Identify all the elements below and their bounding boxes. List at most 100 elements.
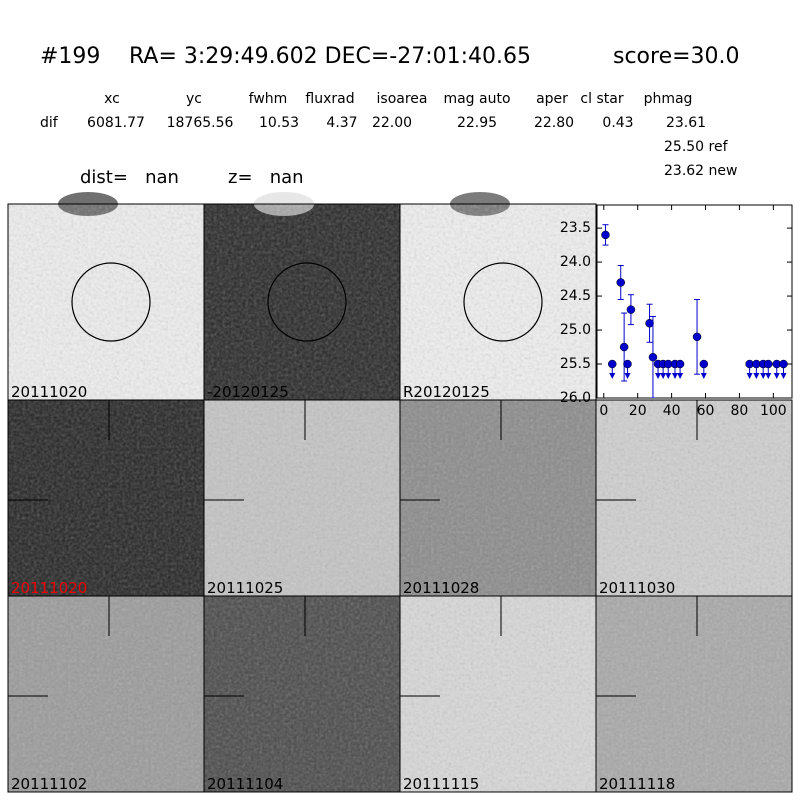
object-id: #199 [40, 44, 100, 69]
column-header: phmag [644, 91, 693, 107]
image-noise [8, 596, 204, 792]
panel-label: 20111104 [207, 775, 283, 793]
point [692, 332, 702, 342]
limit-arrow [609, 373, 616, 380]
cell: 22.00 [372, 115, 412, 131]
panel-label: -20120125 [207, 383, 289, 401]
cell: 18765.56 [167, 115, 234, 131]
image-panel: 20111020 [7, 192, 205, 401]
dist: dist= nan [80, 167, 179, 188]
cell: 10.53 [259, 115, 299, 131]
column-header: xc [104, 91, 120, 107]
panel-label: R20120125 [403, 383, 490, 401]
panel-label: 20111118 [599, 775, 675, 793]
limit-arrow [665, 373, 672, 380]
panel-label: 20111020 [11, 579, 87, 597]
panel-label: 20111025 [207, 579, 283, 597]
column-header: cl star [580, 91, 623, 107]
column-header: aper [536, 91, 568, 107]
image-panel: -20120125 [203, 192, 401, 401]
point [645, 318, 654, 328]
image-panel: 20111020 [7, 399, 205, 597]
chart: 23.5 24.0 24.5 25.0 25.5 26.0 0 20 40 60 80 100 [560, 204, 793, 419]
x-tick-label: 60 [697, 403, 715, 419]
column-header: fwhm [249, 91, 288, 107]
points [601, 224, 788, 398]
y-tick-label: 25.0 [560, 322, 591, 338]
point [619, 342, 629, 352]
panel-label: 20111028 [403, 579, 479, 597]
y-tick-label: 24.5 [560, 288, 591, 304]
score: score=30.0 [613, 44, 740, 69]
image-noise [204, 204, 400, 400]
point [648, 352, 658, 362]
limit-arrow [655, 373, 662, 380]
limit-arrow [660, 373, 667, 380]
cell: 6081.77 [87, 115, 145, 131]
image-panel: 20111102 [7, 595, 205, 793]
y-tick-label: 25.5 [560, 356, 591, 372]
redshift: z= nan [228, 167, 304, 188]
point [699, 359, 709, 369]
aperture [463, 262, 543, 342]
image-noise [8, 400, 204, 596]
point [675, 359, 685, 369]
column-header: fluxrad [305, 91, 354, 107]
new-mag: 23.62 new [664, 163, 737, 179]
image-noise [8, 204, 204, 400]
image-panel: 20111115 [399, 595, 597, 793]
coordinates: RA= 3:29:49.602 DEC=-27:01:40.65 [129, 44, 531, 69]
x-tick-label: 80 [731, 403, 749, 419]
limit-arrow [672, 373, 678, 380]
limit-arrow [780, 373, 787, 380]
image-noise [596, 400, 792, 596]
point [601, 230, 610, 240]
aperture [71, 262, 151, 342]
y-tick-label: 24.0 [560, 254, 591, 270]
cell: 22.95 [457, 115, 497, 131]
panel-label: 20111115 [403, 775, 479, 793]
cell: 23.61 [666, 115, 706, 131]
point [779, 359, 788, 369]
y-tick-label: 26.0 [560, 390, 591, 406]
limit-arrow [746, 373, 753, 380]
image-panel: 20111104 [203, 595, 401, 793]
point [764, 359, 773, 369]
limit-arrow [700, 373, 707, 380]
y-tick-label: 23.5 [560, 220, 591, 236]
image-panel: 20111030 [595, 399, 793, 597]
panel-label: 20111102 [11, 775, 87, 793]
image-panel: 20111118 [595, 595, 793, 793]
image-noise [400, 204, 596, 400]
x-tick-label: 20 [629, 403, 647, 419]
image-panel: 20111028 [399, 399, 597, 597]
ref-mag: 25.50 ref [664, 139, 729, 155]
column-header: mag auto [443, 91, 510, 107]
image-noise [204, 400, 400, 596]
x-tick-label: 100 [760, 403, 787, 419]
limit-arrow [760, 373, 767, 380]
column-header: yc [186, 91, 202, 107]
limit-arrow [677, 373, 684, 380]
panel-label: 20111030 [599, 579, 675, 597]
image-panel: R20120125 [399, 192, 597, 401]
aperture [267, 262, 347, 342]
x-tick-label: 40 [663, 403, 681, 419]
panels: 20111020 -20120125 R20120125 20111020 201110… [7, 192, 793, 793]
image-noise [400, 400, 596, 596]
image-noise [596, 596, 792, 792]
limit-arrow [624, 373, 631, 380]
row-label: dif [40, 115, 59, 131]
cell: 0.43 [602, 115, 633, 131]
point [626, 305, 636, 314]
image-noise [400, 596, 596, 792]
x-tick-label: 0 [599, 403, 608, 419]
limit-arrow [753, 373, 760, 380]
image-panel: 20111025 [203, 399, 401, 597]
image-frame [595, 595, 793, 793]
limit-arrow [765, 373, 772, 380]
cell: 4.37 [326, 115, 357, 131]
column-header: isoarea [377, 91, 428, 107]
